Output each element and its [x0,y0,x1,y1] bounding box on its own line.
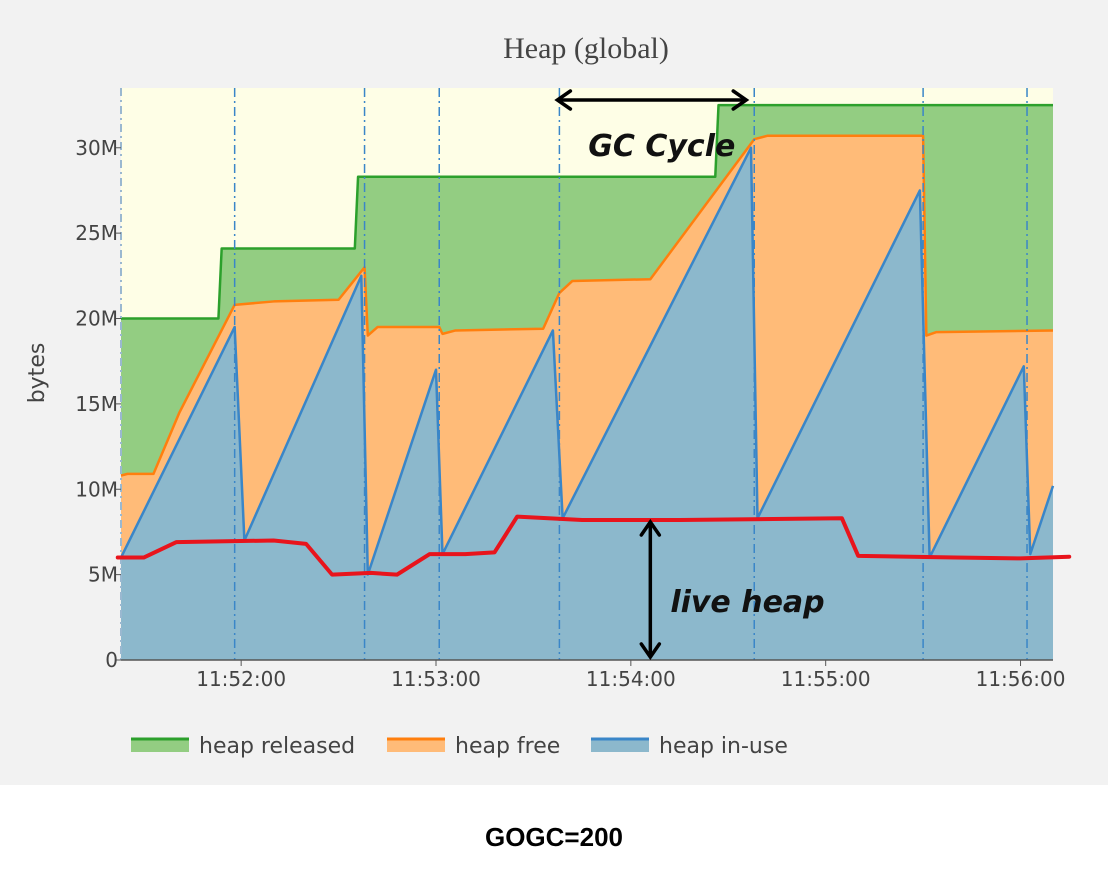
series-free-line [120,134,1054,477]
x-tick-label-3: 11:55:00 [781,667,871,691]
chart-title: Heap (global) [503,32,669,65]
heap-chart: Heap (global) bytes 0 5M 10M 15M 20M 25M 30M 1… [25,32,1072,759]
y-tick-label-1: 5M [88,563,118,587]
y-tick-label-0: 0 [105,648,118,672]
live-heap-arrow-head-bottom [639,642,662,661]
series-inuse-line [119,146,1055,576]
chart-panel: Heap (global) bytes 0 5M 10M 15M 20M 25M 30M 1… [0,0,1108,785]
axes [120,88,1053,661]
series-released-line [121,103,1053,320]
legend-item-free: heap free [387,734,560,759]
gc-event-lines [233,88,1028,660]
legend-label-free: heap free [455,734,560,759]
x-tick-label-2: 11:54:00 [586,667,676,691]
hand-annotations: live heap GC Cycle [115,89,1072,661]
legend: heap released heap free heap in-use [131,734,788,759]
gc-cycle-label: GC Cycle [588,129,735,164]
live-heap-line [115,514,1072,577]
legend-swatch-inuse [591,738,649,752]
stacked-areas [119,103,1055,660]
y-tick-label-4: 20M [75,307,118,331]
x-axis-ticks: 11:52:00 11:53:00 11:54:00 11:55:00 11:56:00 [196,660,1065,691]
live-heap-arrow-head-top [639,518,662,537]
live-heap-label: live heap [670,585,824,620]
x-tick-label-0: 11:52:00 [196,667,286,691]
figure-caption: GOGC=200 [484,822,623,852]
legend-swatch-released [131,738,189,752]
y-tick-label-6: 30M [75,136,118,160]
series-inuse-area [121,147,1053,660]
legend-label-released: heap released [199,734,355,759]
legend-item-released: heap released [131,734,355,759]
gc-cycle-arrow-head-left [554,89,573,111]
x-tick-label-1: 11:53:00 [391,667,481,691]
legend-label-inuse: heap in-use [659,734,788,759]
gc-cycle-arrow-head-right [731,89,750,111]
y-tick-label-2: 10M [75,477,118,501]
y-axis-label: bytes [25,343,50,404]
legend-swatch-free [387,738,445,752]
y-tick-label-3: 15M [75,392,118,416]
y-tick-label-5: 25M [75,221,118,245]
x-tick-label-4: 11:56:00 [976,667,1066,691]
legend-item-inuse: heap in-use [591,734,788,759]
y-axis-ticks: 0 5M 10M 15M 20M 25M 30M [75,136,121,672]
